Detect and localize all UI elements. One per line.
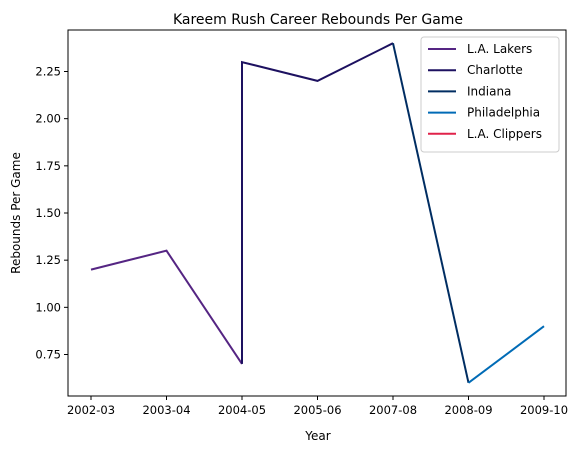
x-tick-label: 2004-05 bbox=[218, 403, 266, 417]
x-tick-label: 2002-03 bbox=[67, 403, 115, 417]
chart-title: Kareem Rush Career Rebounds Per Game bbox=[173, 12, 463, 28]
legend-frame bbox=[420, 36, 560, 153]
y-tick-label: 2.25 bbox=[35, 65, 61, 79]
y-axis: 0.75 1.00 1.25 1.50 1.75 2.00 2.25 bbox=[35, 65, 68, 361]
x-axis: 2002-03 2003-04 2004-05 2005-06 2007-08 2008-… bbox=[67, 396, 568, 417]
legend-entry: Indiana bbox=[467, 84, 511, 98]
legend: L.A. Lakers Charlotte Indiana Philadelphia L… bbox=[420, 36, 560, 153]
legend-entry: Philadelphia bbox=[467, 106, 540, 120]
y-tick-label: 2.00 bbox=[35, 112, 61, 126]
x-axis-title: Year bbox=[304, 429, 330, 443]
legend-entry: L.A. Clippers bbox=[467, 127, 542, 141]
y-tick-label: 1.50 bbox=[35, 206, 61, 220]
series-line-indiana bbox=[392, 42, 470, 384]
series-line-l-a-lakers bbox=[90, 249, 243, 365]
series-line-philadelphia bbox=[467, 325, 545, 384]
y-axis-title: Rebounds Per Game bbox=[9, 152, 23, 274]
y-tick-label: 1.00 bbox=[35, 300, 61, 314]
y-tick-label: 0.75 bbox=[35, 347, 61, 361]
series-lines bbox=[90, 42, 545, 384]
legend-entry: L.A. Lakers bbox=[467, 42, 532, 56]
x-tick-label: 2009-10 bbox=[520, 403, 568, 417]
x-tick-label: 2008-09 bbox=[444, 403, 492, 417]
y-tick-label: 1.25 bbox=[35, 253, 61, 267]
x-tick-label: 2007-08 bbox=[369, 403, 417, 417]
x-tick-label: 2003-04 bbox=[142, 403, 190, 417]
y-tick-label: 1.75 bbox=[35, 159, 61, 173]
x-tick-label: 2005-06 bbox=[293, 403, 341, 417]
series-line-charlotte bbox=[241, 42, 394, 364]
legend-entry: Charlotte bbox=[467, 63, 523, 77]
